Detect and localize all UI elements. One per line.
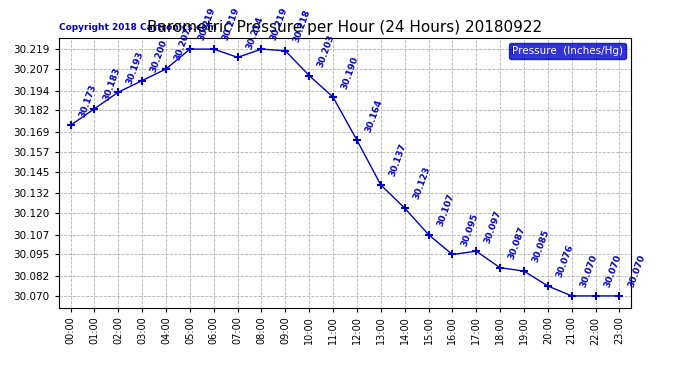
Text: 30.164: 30.164	[364, 98, 384, 133]
Text: 30.183: 30.183	[101, 66, 121, 102]
Text: 30.085: 30.085	[531, 229, 551, 264]
Text: 30.219: 30.219	[197, 6, 217, 42]
Text: 30.107: 30.107	[435, 192, 455, 228]
Text: 30.219: 30.219	[268, 6, 288, 42]
Legend: Pressure  (Inches/Hg): Pressure (Inches/Hg)	[509, 43, 626, 59]
Text: 30.095: 30.095	[460, 212, 480, 248]
Text: 30.070: 30.070	[627, 254, 647, 289]
Text: 30.173: 30.173	[77, 83, 98, 118]
Text: 30.214: 30.214	[244, 15, 265, 50]
Title: Barometric Pressure per Hour (24 Hours) 20180922: Barometric Pressure per Hour (24 Hours) …	[148, 20, 542, 35]
Text: 30.076: 30.076	[555, 243, 575, 279]
Text: 30.207: 30.207	[173, 27, 193, 62]
Text: 30.190: 30.190	[340, 55, 360, 90]
Text: 30.137: 30.137	[388, 142, 408, 178]
Text: 30.200: 30.200	[149, 38, 169, 74]
Text: 30.218: 30.218	[293, 8, 313, 44]
Text: 30.193: 30.193	[126, 50, 146, 85]
Text: Copyright 2018 Cartronics.com: Copyright 2018 Cartronics.com	[59, 23, 217, 32]
Text: 30.097: 30.097	[483, 209, 504, 244]
Text: 30.087: 30.087	[507, 225, 527, 261]
Text: 30.203: 30.203	[316, 33, 336, 69]
Text: 30.219: 30.219	[221, 6, 241, 42]
Text: 30.123: 30.123	[412, 166, 432, 201]
Text: 30.070: 30.070	[579, 254, 599, 289]
Text: 30.070: 30.070	[602, 254, 622, 289]
